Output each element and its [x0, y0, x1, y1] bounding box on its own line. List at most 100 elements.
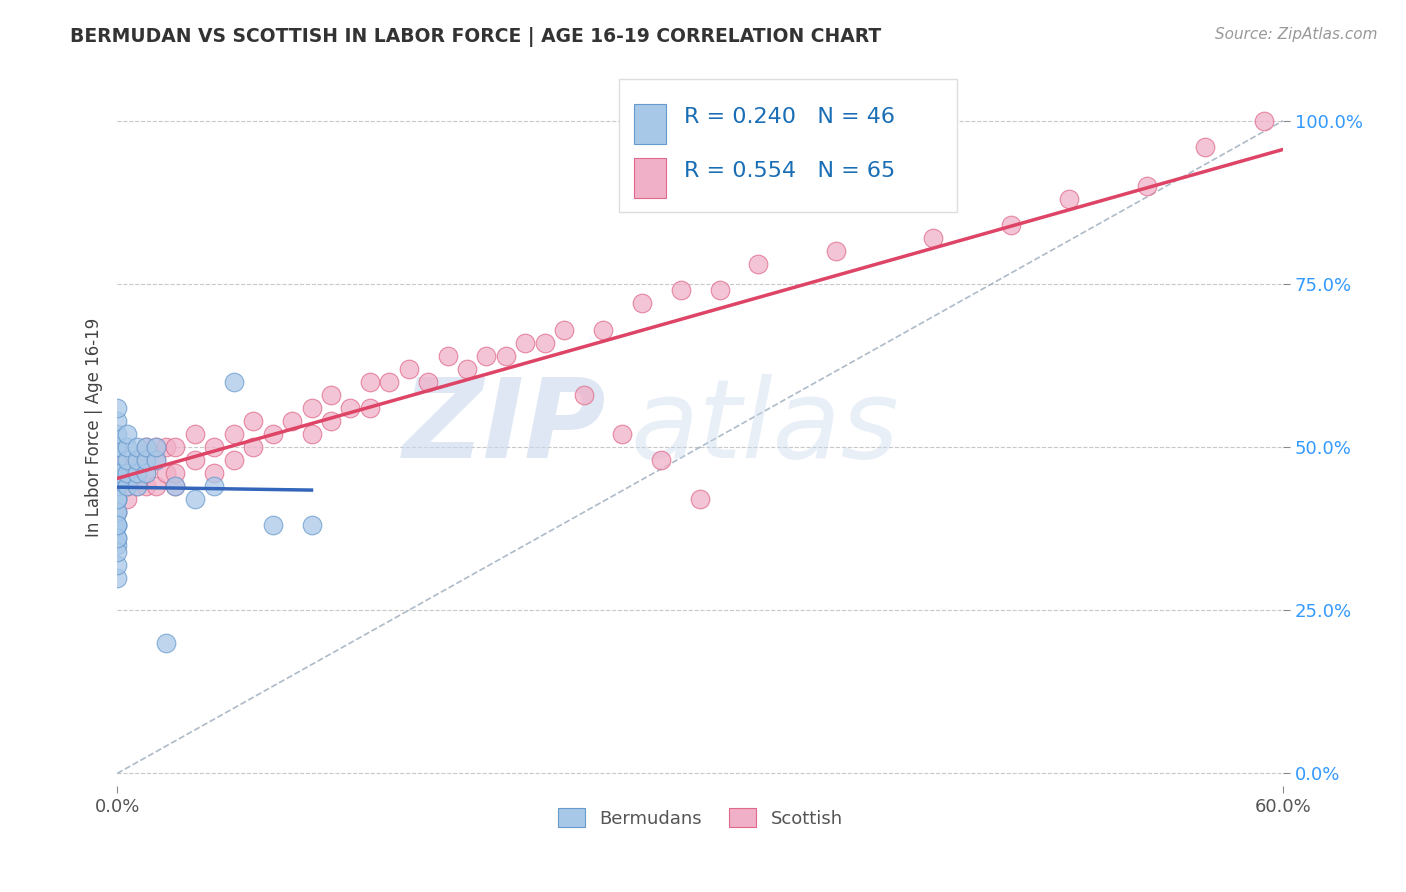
Point [456, 361, 478, 376]
Point [747, 257, 769, 271]
Point [222, 453, 245, 467]
Point [115, 453, 138, 467]
Point [115, 427, 138, 442]
Point [359, 375, 381, 389]
Point [155, 636, 177, 650]
Text: BERMUDAN VS SCOTTISH IN LABOR FORCE | AGE 16-19 CORRELATION CHART: BERMUDAN VS SCOTTISH IN LABOR FORCE | AG… [70, 27, 882, 46]
Point [242, 440, 264, 454]
Point [184, 453, 207, 467]
Point [105, 532, 128, 546]
Point [105, 492, 128, 507]
Point [1000, 218, 1022, 232]
Point [125, 453, 148, 467]
Point [202, 466, 225, 480]
Text: R = 0.240   N = 46: R = 0.240 N = 46 [683, 107, 894, 128]
Point [125, 440, 148, 454]
Point [922, 231, 945, 245]
Text: ZIP: ZIP [404, 374, 607, 481]
Point [135, 440, 157, 454]
Point [145, 479, 167, 493]
Point [145, 440, 167, 454]
Point [105, 466, 128, 480]
Point [105, 505, 128, 519]
Point [135, 466, 157, 480]
Point [495, 349, 517, 363]
Text: Source: ZipAtlas.com: Source: ZipAtlas.com [1215, 27, 1378, 42]
Point [572, 388, 595, 402]
Point [105, 466, 128, 480]
Point [650, 453, 672, 467]
Point [533, 335, 555, 350]
Point [184, 492, 207, 507]
Point [1136, 179, 1159, 194]
Point [115, 479, 138, 493]
Point [125, 466, 148, 480]
Point [105, 532, 128, 546]
Point [165, 479, 187, 493]
Point [105, 440, 128, 454]
Point [145, 453, 167, 467]
Point [436, 349, 458, 363]
Point [105, 466, 128, 480]
Point [145, 440, 167, 454]
Point [319, 388, 342, 402]
Point [155, 440, 177, 454]
Point [115, 479, 138, 493]
Point [125, 466, 148, 480]
Point [135, 440, 157, 454]
Point [125, 479, 148, 493]
Point [553, 323, 575, 337]
Point [105, 453, 128, 467]
Point [222, 375, 245, 389]
Point [262, 427, 284, 442]
Point [281, 414, 304, 428]
Point [105, 492, 128, 507]
FancyBboxPatch shape [619, 79, 956, 212]
Point [1194, 140, 1216, 154]
Point [105, 538, 128, 552]
Point [105, 440, 128, 454]
Point [242, 414, 264, 428]
Legend: Bermudans, Scottish: Bermudans, Scottish [551, 801, 849, 835]
Point [1059, 192, 1081, 206]
Point [115, 466, 138, 480]
Point [105, 466, 128, 480]
Point [105, 505, 128, 519]
Point [165, 479, 187, 493]
Point [105, 518, 128, 533]
Point [105, 453, 128, 467]
Point [165, 466, 187, 480]
Point [669, 284, 692, 298]
Point [105, 505, 128, 519]
Point [416, 375, 439, 389]
Point [222, 427, 245, 442]
Point [359, 401, 381, 415]
Point [105, 401, 128, 415]
Point [105, 427, 128, 442]
Point [301, 427, 323, 442]
Point [125, 453, 148, 467]
Point [105, 479, 128, 493]
Point [115, 466, 138, 480]
Point [135, 453, 157, 467]
Point [301, 401, 323, 415]
Y-axis label: In Labor Force | Age 16-19: In Labor Force | Age 16-19 [86, 318, 103, 537]
Point [105, 492, 128, 507]
Point [155, 466, 177, 480]
Point [630, 296, 652, 310]
Point [105, 518, 128, 533]
Point [135, 466, 157, 480]
Point [105, 440, 128, 454]
Point [105, 414, 128, 428]
Text: R = 0.554   N = 65: R = 0.554 N = 65 [683, 161, 896, 181]
Point [105, 544, 128, 558]
Point [475, 349, 498, 363]
Point [184, 427, 207, 442]
Bar [634, 158, 666, 198]
Point [1253, 113, 1275, 128]
Point [319, 414, 342, 428]
Point [165, 440, 187, 454]
Point [378, 375, 401, 389]
Point [115, 492, 138, 507]
Text: atlas: atlas [630, 374, 898, 481]
